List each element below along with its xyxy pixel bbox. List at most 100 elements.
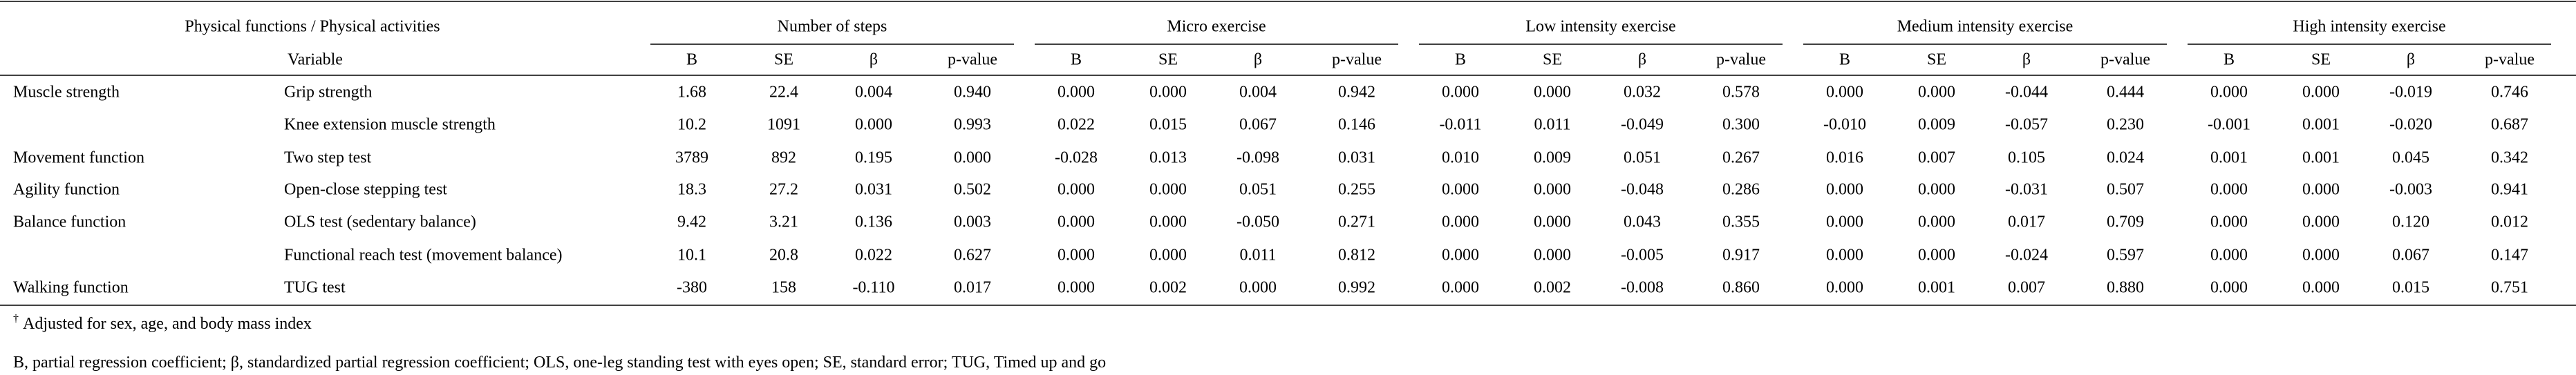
group-header: Number of steps <box>778 18 887 36</box>
cell: 20.8 <box>769 247 798 265</box>
corner-header: Physical functions / Physical activities <box>185 18 440 36</box>
column-header: p-value <box>2100 51 2150 69</box>
cell: 0.000 <box>2210 279 2248 297</box>
column-header: p-value <box>2485 51 2535 69</box>
cell: 0.940 <box>954 84 991 102</box>
cell: 0.000 <box>2210 84 2248 102</box>
cell: 0.000 <box>1826 279 1863 297</box>
cell: 0.022 <box>1057 116 1095 134</box>
cell: 0.000 <box>1826 247 1863 265</box>
cell: 158 <box>771 279 796 297</box>
row-variable: Two step test <box>284 149 372 167</box>
cell: 0.000 <box>1918 213 1955 231</box>
cell: 10.1 <box>677 247 706 265</box>
cell: 27.2 <box>769 181 798 199</box>
cell: -0.098 <box>1237 149 1279 167</box>
cell: 0.015 <box>2392 279 2429 297</box>
cell: 0.230 <box>2107 116 2144 134</box>
cell: 0.507 <box>2107 181 2144 199</box>
cell: 0.709 <box>2107 213 2144 231</box>
cell: 0.993 <box>954 116 991 134</box>
cell: -0.008 <box>1621 279 1664 297</box>
cell: -0.019 <box>2389 84 2432 102</box>
cell: -0.031 <box>2005 181 2048 199</box>
column-header: B <box>2224 51 2235 69</box>
cell: 0.812 <box>1338 247 1375 265</box>
cell: 892 <box>771 149 796 167</box>
cell: 0.045 <box>2392 149 2429 167</box>
cell: 0.011 <box>1239 247 1276 265</box>
cell: 18.3 <box>677 181 706 199</box>
row-variable: Knee extension muscle strength <box>284 116 496 134</box>
cell: 0.255 <box>1338 181 1375 199</box>
cell: 0.051 <box>1239 181 1277 199</box>
cell: -0.001 <box>2208 116 2250 134</box>
footnote-text: B, partial regression coefficient; β, st… <box>13 354 1106 372</box>
cell: -0.049 <box>1621 116 1664 134</box>
cell: 3.21 <box>769 213 798 231</box>
cell: 0.007 <box>2008 279 2045 297</box>
cell: 0.746 <box>2491 84 2528 102</box>
cell: 0.000 <box>2210 213 2248 231</box>
column-header: β <box>2407 51 2415 69</box>
cell: 0.687 <box>2491 116 2528 134</box>
cell: 0.001 <box>2302 116 2340 134</box>
column-header: β <box>869 51 878 69</box>
cell: 0.105 <box>2008 149 2045 167</box>
column-header: B <box>1455 51 1466 69</box>
footnote-text: Adjusted for sex, age, and body mass ind… <box>23 315 312 333</box>
footnote: † Adjusted for sex, age, and body mass in… <box>13 313 312 333</box>
cell: 0.000 <box>1239 279 1277 297</box>
cell: 0.267 <box>1722 149 1760 167</box>
group-header: Medium intensity exercise <box>1897 18 2074 36</box>
cell: -0.050 <box>1237 213 1279 231</box>
cell: 0.000 <box>1057 279 1095 297</box>
cell: 0.355 <box>1722 213 1760 231</box>
cell: 0.000 <box>1057 247 1095 265</box>
cell: 0.051 <box>1624 149 1661 167</box>
cell: 0.002 <box>1149 279 1187 297</box>
cell: 9.42 <box>677 213 706 231</box>
cell: 0.009 <box>1918 116 1955 134</box>
cell: 0.009 <box>1534 149 1571 167</box>
cell: 0.001 <box>1918 279 1955 297</box>
cell: 0.000 <box>1826 84 1863 102</box>
cell: 0.300 <box>1722 116 1760 134</box>
cell: 0.000 <box>2210 247 2248 265</box>
cell: 0.000 <box>1442 84 1479 102</box>
cell: 0.120 <box>2392 213 2429 231</box>
column-header: SE <box>774 51 793 69</box>
cell: 0.000 <box>1442 247 1479 265</box>
cell: 0.002 <box>1534 279 1571 297</box>
cell: 0.000 <box>2302 247 2340 265</box>
cell: 0.000 <box>1442 181 1479 199</box>
cell: 1091 <box>767 116 800 134</box>
cell: 0.000 <box>1149 181 1187 199</box>
cell: 0.000 <box>2302 279 2340 297</box>
cell: 1.68 <box>677 84 706 102</box>
group-header: High intensity exercise <box>2293 18 2445 36</box>
row-variable: OLS test (sedentary balance) <box>284 213 476 231</box>
cell: -0.110 <box>852 279 894 297</box>
cell: 0.502 <box>954 181 991 199</box>
cell: 0.017 <box>2008 213 2045 231</box>
cell: 0.917 <box>1722 247 1760 265</box>
cell: 0.000 <box>2302 84 2340 102</box>
column-header: SE <box>2311 51 2331 69</box>
cell: 0.000 <box>1534 84 1571 102</box>
cell: 0.000 <box>1534 181 1571 199</box>
cell: 0.000 <box>1534 247 1571 265</box>
group-header: Low intensity exercise <box>1525 18 1675 36</box>
cell: 0.000 <box>1057 181 1095 199</box>
cell: 0.000 <box>1149 213 1187 231</box>
cell: 0.012 <box>2491 213 2528 231</box>
cell: 10.2 <box>677 116 706 134</box>
cell: 0.043 <box>1624 213 1661 231</box>
cell: 0.000 <box>1149 84 1187 102</box>
cell: 0.000 <box>1918 247 1955 265</box>
column-header: B <box>686 51 697 69</box>
column-header: p-value <box>1716 51 1766 69</box>
cell: -0.010 <box>1823 116 1866 134</box>
column-header: B <box>1839 51 1850 69</box>
